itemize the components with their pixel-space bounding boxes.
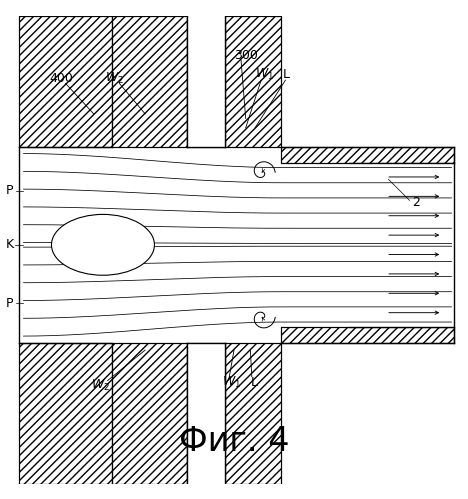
Text: Фиг. 4: Фиг. 4 <box>179 425 289 458</box>
Bar <box>281 327 454 343</box>
Bar <box>112 343 187 484</box>
Text: $W_2$: $W_2$ <box>91 378 110 393</box>
Bar <box>187 15 225 147</box>
Bar <box>225 15 281 147</box>
Text: $W_1$: $W_1$ <box>255 66 274 81</box>
Bar <box>112 343 187 484</box>
Bar <box>19 343 112 484</box>
Text: P: P <box>6 185 13 198</box>
Bar <box>19 343 112 484</box>
Text: P: P <box>6 297 13 310</box>
Text: K: K <box>6 239 14 251</box>
Bar <box>187 343 225 484</box>
Ellipse shape <box>51 215 154 275</box>
Text: L: L <box>283 67 290 80</box>
Bar <box>19 15 112 147</box>
Bar <box>112 15 187 147</box>
Bar <box>225 343 281 484</box>
Text: $W_1$: $W_1$ <box>222 375 241 390</box>
Bar <box>187 15 225 147</box>
Text: 2: 2 <box>412 196 420 209</box>
Bar <box>225 15 281 147</box>
Bar <box>19 147 454 343</box>
Text: 300: 300 <box>234 49 258 62</box>
Bar <box>349 163 454 327</box>
Bar <box>187 343 225 484</box>
Bar <box>112 15 187 147</box>
Text: 400: 400 <box>49 72 73 85</box>
Text: L: L <box>250 376 257 389</box>
Bar <box>281 327 454 343</box>
Text: $W_2$: $W_2$ <box>105 71 124 86</box>
Bar <box>281 147 454 163</box>
Bar <box>225 343 281 484</box>
Bar <box>187 15 225 147</box>
Bar <box>281 147 454 163</box>
Bar <box>19 15 112 147</box>
Bar <box>187 343 225 484</box>
